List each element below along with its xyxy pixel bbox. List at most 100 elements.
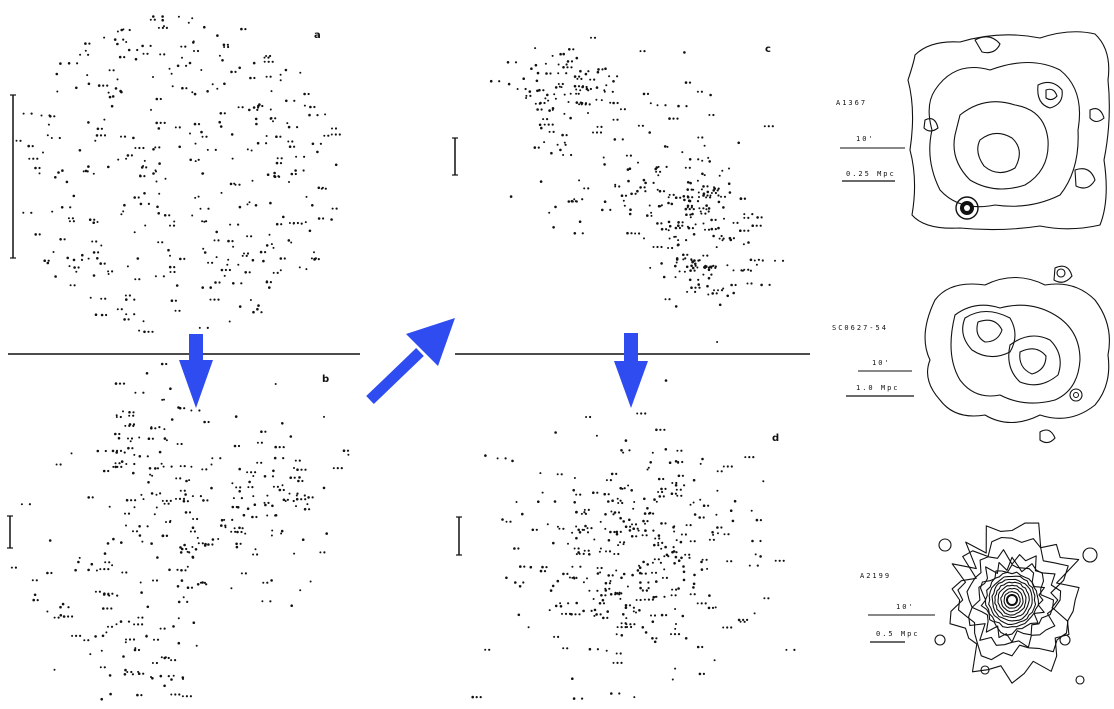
galaxy-dot: [698, 207, 701, 210]
galaxy-dot: [331, 127, 333, 130]
galaxy-dot: [539, 569, 543, 573]
galaxy-dot: [718, 303, 722, 307]
galaxy-dot: [683, 51, 686, 54]
galaxy-dot: [616, 626, 619, 629]
galaxy-dot: [261, 600, 264, 603]
galaxy-dot: [629, 208, 632, 211]
galaxy-dot: [60, 206, 64, 209]
galaxy-dot: [664, 522, 667, 525]
galaxy-dot: [207, 420, 210, 424]
galaxy-dot: [311, 204, 314, 207]
galaxy-dot: [605, 649, 608, 652]
galaxy-dot: [260, 311, 263, 314]
galaxy-dot: [130, 499, 133, 502]
galaxy-dot: [292, 221, 295, 225]
galaxy-dot: [269, 108, 272, 111]
galaxy-dot: [205, 220, 208, 223]
galaxy-dot: [574, 613, 577, 616]
galaxy-dot: [140, 493, 143, 496]
galaxy-dot: [680, 449, 683, 452]
galaxy-dot: [220, 518, 224, 522]
galaxy-dot: [182, 499, 186, 503]
galaxy-dot: [155, 97, 159, 101]
galaxy-dot: [167, 675, 170, 678]
galaxy-dot: [682, 195, 686, 198]
galaxy-dot: [649, 461, 652, 464]
galaxy-dot: [566, 60, 570, 63]
galaxy-dot: [624, 626, 627, 629]
galaxy-dot: [597, 68, 600, 71]
galaxy-dot: [67, 217, 70, 220]
galaxy-dot: [47, 123, 50, 126]
galaxy-dot: [646, 92, 650, 95]
galaxy-dot: [254, 548, 257, 551]
galaxy-dot: [707, 606, 711, 610]
galaxy-dot: [701, 645, 704, 649]
galaxy-dot: [278, 488, 282, 492]
galaxy-dot: [703, 266, 707, 269]
galaxy-dot: [238, 66, 241, 70]
galaxy-dot: [59, 614, 63, 617]
galaxy-dot: [566, 572, 569, 576]
galaxy-dot: [660, 262, 663, 265]
galaxy-dot: [240, 27, 243, 31]
galaxy-dot: [232, 497, 235, 500]
galaxy-dot: [622, 572, 626, 576]
galaxy-dot: [228, 320, 231, 323]
galaxy-dot: [235, 486, 238, 489]
galaxy-dot: [571, 531, 574, 534]
galaxy-dot: [760, 216, 763, 219]
galaxy-dot: [189, 158, 192, 162]
galaxy-dot: [324, 187, 327, 190]
galaxy-dot: [294, 459, 297, 462]
galaxy-dot: [243, 252, 245, 255]
galaxy-dot: [116, 78, 119, 81]
galaxy-dot: [621, 487, 624, 490]
galaxy-dot: [595, 613, 598, 616]
galaxy-dot: [87, 257, 90, 260]
galaxy-dot: [238, 205, 242, 209]
galaxy-dot: [665, 553, 669, 557]
galaxy-dot: [183, 543, 186, 547]
galaxy-dot: [722, 626, 725, 629]
galaxy-dot: [246, 471, 249, 474]
galaxy-dot: [553, 93, 556, 96]
galaxy-dot: [32, 598, 35, 602]
galaxy-dot: [709, 196, 712, 199]
galaxy-dot: [120, 28, 123, 32]
galaxy-dot: [272, 120, 274, 123]
galaxy-dot: [715, 292, 718, 295]
galaxy-dot: [247, 486, 250, 489]
galaxy-dot: [615, 532, 619, 536]
galaxy-dot: [165, 521, 167, 523]
galaxy-dot: [750, 509, 753, 512]
galaxy-dot: [505, 576, 508, 580]
galaxy-dot: [559, 148, 562, 152]
galaxy-dot: [671, 678, 674, 681]
galaxy-dot: [562, 66, 565, 69]
galaxy-dot: [269, 75, 272, 78]
galaxy-dot: [575, 553, 578, 556]
galaxy-dot: [169, 519, 172, 522]
galaxy-dot: [230, 70, 233, 74]
galaxy-dot: [540, 108, 543, 111]
galaxy-dot: [704, 228, 706, 231]
galaxy-dot: [222, 43, 226, 47]
galaxy-dot: [30, 112, 33, 115]
galaxy-dot: [703, 174, 706, 177]
galaxy-dot: [90, 562, 94, 566]
galaxy-dot: [717, 200, 721, 204]
galaxy-dot: [641, 534, 644, 537]
galaxy-dot: [207, 543, 210, 546]
galaxy-dot: [231, 482, 234, 485]
galaxy-dot: [667, 247, 670, 249]
galaxy-dot: [650, 214, 653, 217]
galaxy-dot: [161, 241, 164, 244]
galaxy-dot: [554, 97, 557, 100]
galaxy-dot: [139, 174, 142, 177]
galaxy-dot: [578, 220, 582, 223]
contour-blob: [980, 665, 990, 675]
galaxy-dot: [723, 195, 727, 198]
galaxy-dot: [632, 610, 635, 613]
galaxy-dot: [642, 92, 646, 96]
